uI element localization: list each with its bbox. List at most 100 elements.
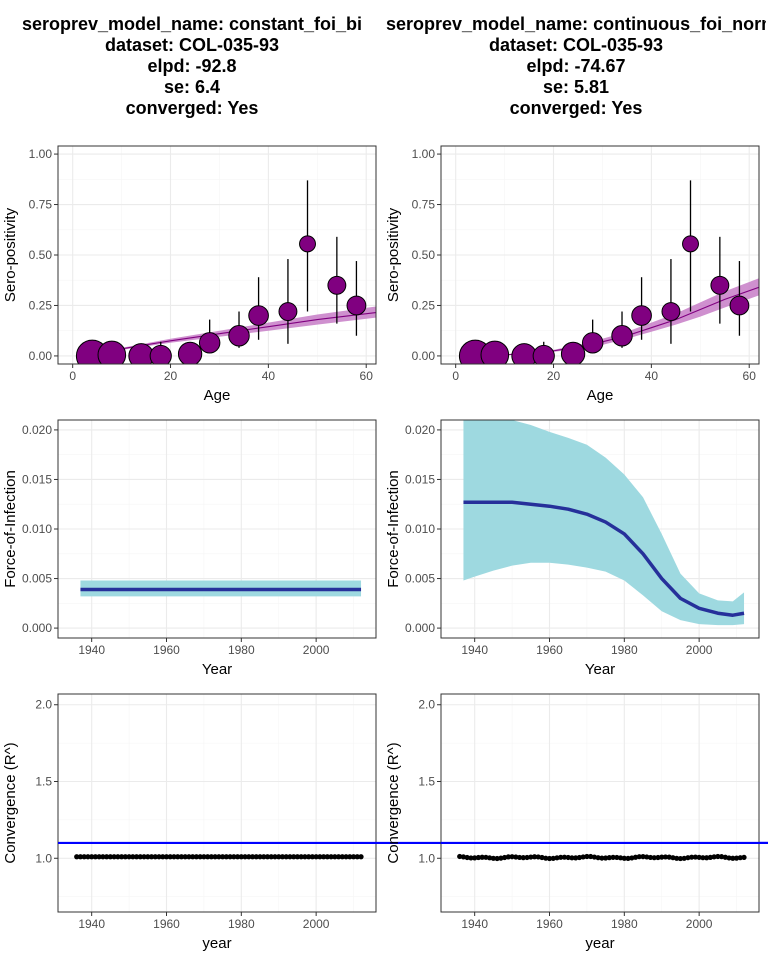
rhat-point [335,854,342,860]
x-tick-label: 1940 [461,917,488,931]
x-tick-label: 2000 [686,643,713,657]
rhat-point [201,854,207,860]
rhat-point [115,854,121,860]
y-tick-label: 1.5 [35,775,52,789]
x-tick-label: 1940 [461,643,488,657]
x-tick-label: 1940 [78,643,105,657]
y-tick-label: 0.010 [22,522,52,536]
observed-point [149,344,172,364]
x-tick-label: 1940 [78,917,105,931]
rhat-point [220,854,226,860]
x-tick-label: 40 [645,369,659,383]
rhat-point [595,855,601,861]
y-tick-label: 0.00 [412,349,436,363]
x-tick-label: 1960 [153,917,180,931]
x-tick-label: 1960 [536,643,563,657]
title-line: seroprev_model_name: continuous_foi_norm… [386,14,766,34]
y-axis-title: Convergence (R^) [2,742,19,863]
rhat-point [111,854,117,860]
y-tick-label: 0.25 [412,298,436,312]
x-axis-title: Year [202,661,232,678]
x-axis-title: Age [587,387,614,404]
rhat-point [636,854,642,860]
x-tick-label: 20 [547,369,561,383]
rhat-point [313,854,319,860]
rhat-point [509,854,515,860]
rhat-point [306,854,312,860]
rhat-point [655,854,661,861]
y-tick-label: 1.00 [412,147,436,161]
rhat-point [163,854,170,860]
rhat-point [253,854,259,860]
y-axis-title: Convergence (R^) [385,742,402,863]
rhat-point [122,854,128,860]
rhat-point [696,854,702,860]
observed-point [480,340,510,364]
rhat-point [107,854,113,860]
force-of-infection-panel: 1940 1960 1980 2000 0.000 0.005 0.010 0.015 0.02… [385,419,760,678]
rhat-point [603,855,609,861]
rhat-point [350,854,357,860]
observed-point [248,305,269,326]
rhat-point [302,854,308,860]
rhat-point [347,854,353,860]
rhat-point [573,855,579,861]
observed-point [581,332,604,354]
x-tick-label: 60 [360,369,374,383]
observed-point [299,235,316,253]
rhat-point [677,855,684,862]
rhat-point [339,854,345,860]
x-axis-title: year [585,935,614,952]
rhat-point [246,854,252,860]
rhat-point [741,854,747,860]
panel-background [58,694,376,912]
rhat-point [167,854,173,860]
rhat-point [152,854,158,860]
seropositivity-panel: 0 20 40 60 0.00 0.25 0.50 0.75 1.00 Age Sero-posit… [2,145,377,404]
rhat-point [126,854,132,860]
rhat-point [516,854,523,861]
seropositivity-panel: 0 20 40 60 0.00 0.25 0.50 0.75 1.00 Age Sero-posit… [385,145,760,404]
y-tick-label: 0.75 [412,198,436,212]
y-tick-label: 0.000 [22,621,52,635]
rhat-point [231,854,237,860]
observed-point [611,325,633,347]
observed-point [710,275,730,295]
x-tick-label: 2000 [303,643,330,657]
convergence-data [457,853,747,862]
rhat-point [692,854,699,860]
x-tick-label: 1980 [611,917,638,931]
rhat-point [659,854,665,860]
rhat-point [558,854,564,860]
rhat-point [182,854,188,860]
rhat-point [276,854,282,860]
rhat-point [242,854,248,860]
rhat-point [264,854,271,860]
observed-point [661,302,681,321]
rhat-point [283,854,289,860]
rhat-point [216,854,222,860]
rhat-point [689,854,695,860]
rhat-point [291,854,297,860]
observed-point [560,341,586,364]
rhat-point [175,854,181,860]
title-line: converged: Yes [125,98,259,118]
rhat-point [704,855,710,861]
y-tick-label: 0.010 [405,522,435,536]
convergence-panel: 1940 1960 1980 2000 1.0 1.5 2.0 year Convergence… [2,693,768,952]
y-tick-label: 0.50 [29,248,53,262]
y-tick-label: 2.0 [418,698,435,712]
rhat-point [737,855,743,861]
panel-border [440,693,760,913]
y-axis-title: Sero-positivity [2,207,19,302]
rhat-point [711,854,717,860]
rhat-point [137,854,143,860]
y-tick-label: 0.020 [405,423,435,437]
rhat-point [294,854,301,860]
rhat-point [531,854,538,860]
rhat-point [606,855,612,861]
rhat-point [145,854,151,860]
rhat-point [651,855,657,861]
rhat-point [279,854,286,860]
rhat-point [662,854,669,860]
